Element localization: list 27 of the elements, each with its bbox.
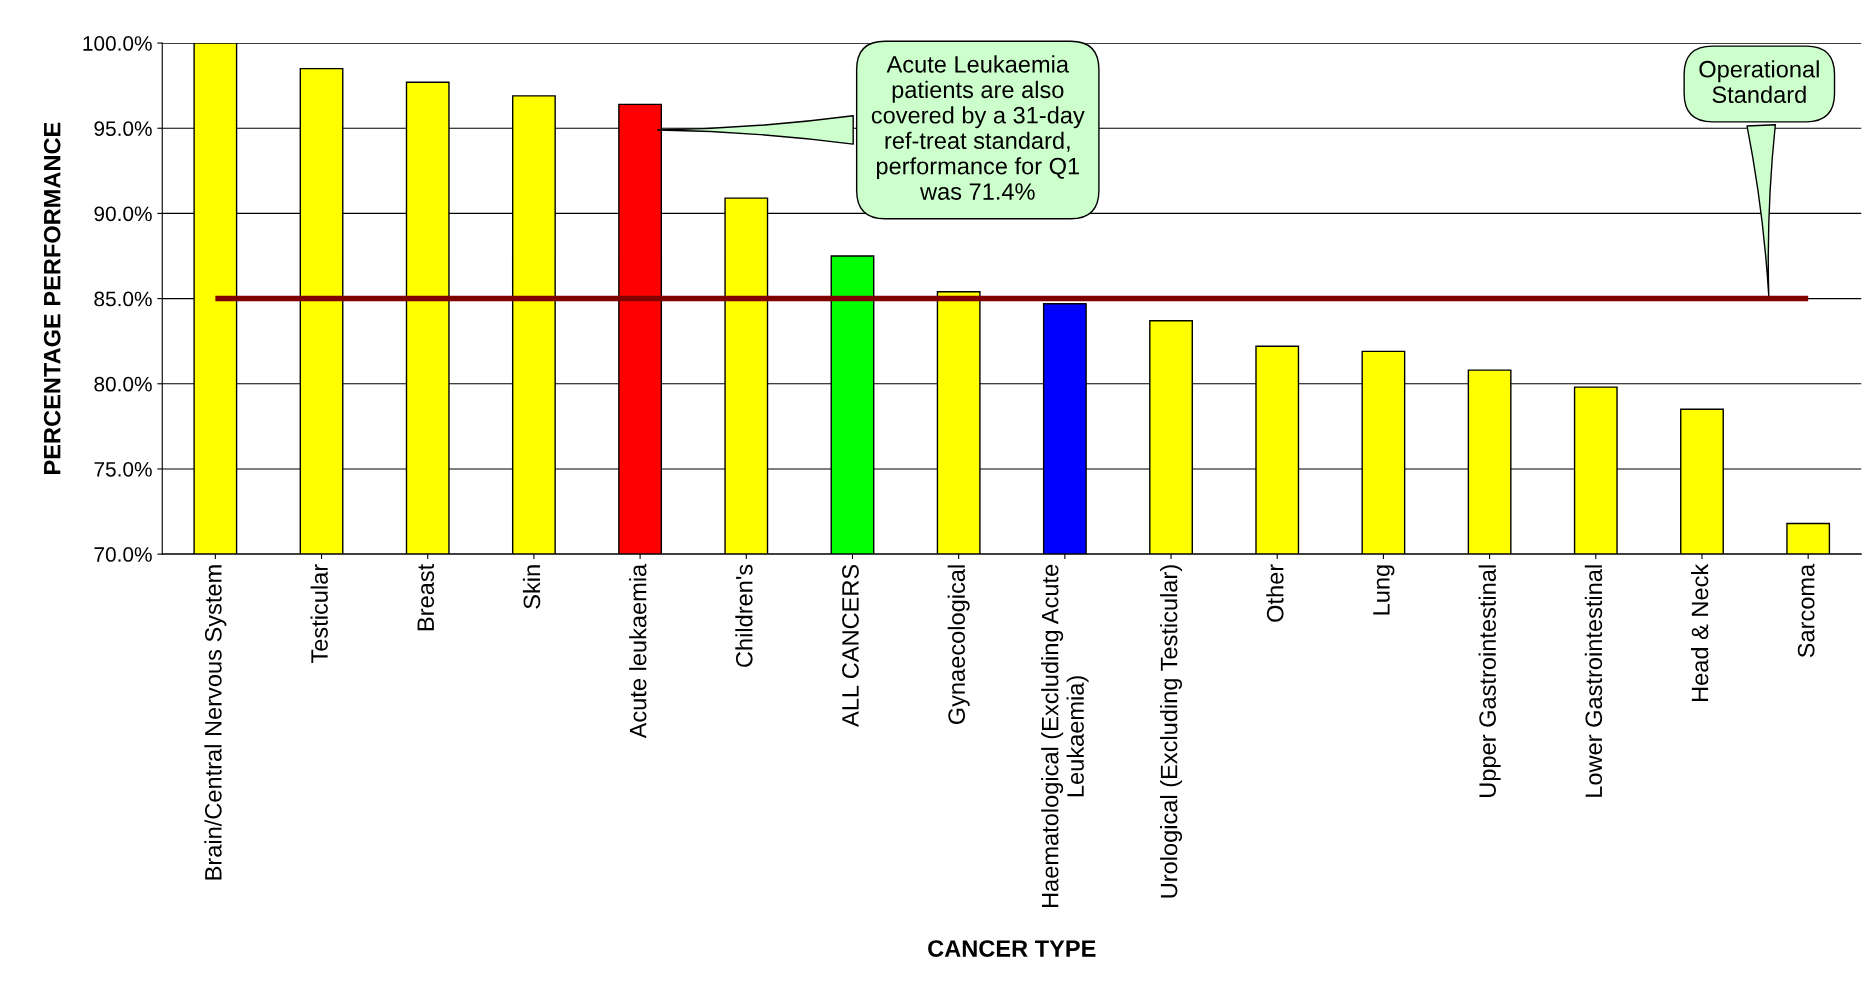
y-tick-label: 95.0% [94,121,152,137]
x-tick-label: Lung [1373,565,1395,615]
y-tick-label: 70.0% [94,547,152,562]
x-tick-label: Haematological (Excluding Acute Leukaemia) [1041,564,1089,908]
x-tick-label: Upper Gastrointestinal [1478,565,1501,797]
y-tick-label: 90.0% [94,206,152,222]
x-tick-label: Brain/Central Nervous System [204,565,227,880]
x-tick-label: Testicular [310,564,328,664]
y-tick-label: 80.0% [94,376,152,392]
x-tick-label: Children's [735,564,753,667]
y-tick-label: 85.0% [94,291,152,307]
y-axis-title: PERCENTAGE PERFORMANCE [43,122,61,474]
x-tick-label: Other [1266,564,1284,622]
x-tick-label: Sarcoma [1797,563,1815,658]
x-tick-label: Gynaecological [947,565,970,725]
x-tick-label: ALL CANCERS [842,564,859,727]
x-tick-label: Skin [522,565,541,609]
x-tick-label: Urological (Excluding Testicular) [1160,565,1183,898]
y-tick-label: 75.0% [94,461,152,477]
ref-line-label: Operational Standard [1699,60,1819,104]
x-tick-label: Acute leukaemia [629,563,647,739]
y-tick-label: 100.0% [83,36,152,51]
annotation: Acute Leukaemia patients are also covered by a 31-day ref-treat standard, performance for Q1 was 71.4% [871,55,1085,200]
x-axis-title: CANCER TYPE [928,940,1096,957]
x-tick-label: Breast [417,564,435,631]
x-tick-label: Head & Neck [1690,563,1709,701]
x-tick-label: Lower Gastrointestinal [1584,565,1603,797]
